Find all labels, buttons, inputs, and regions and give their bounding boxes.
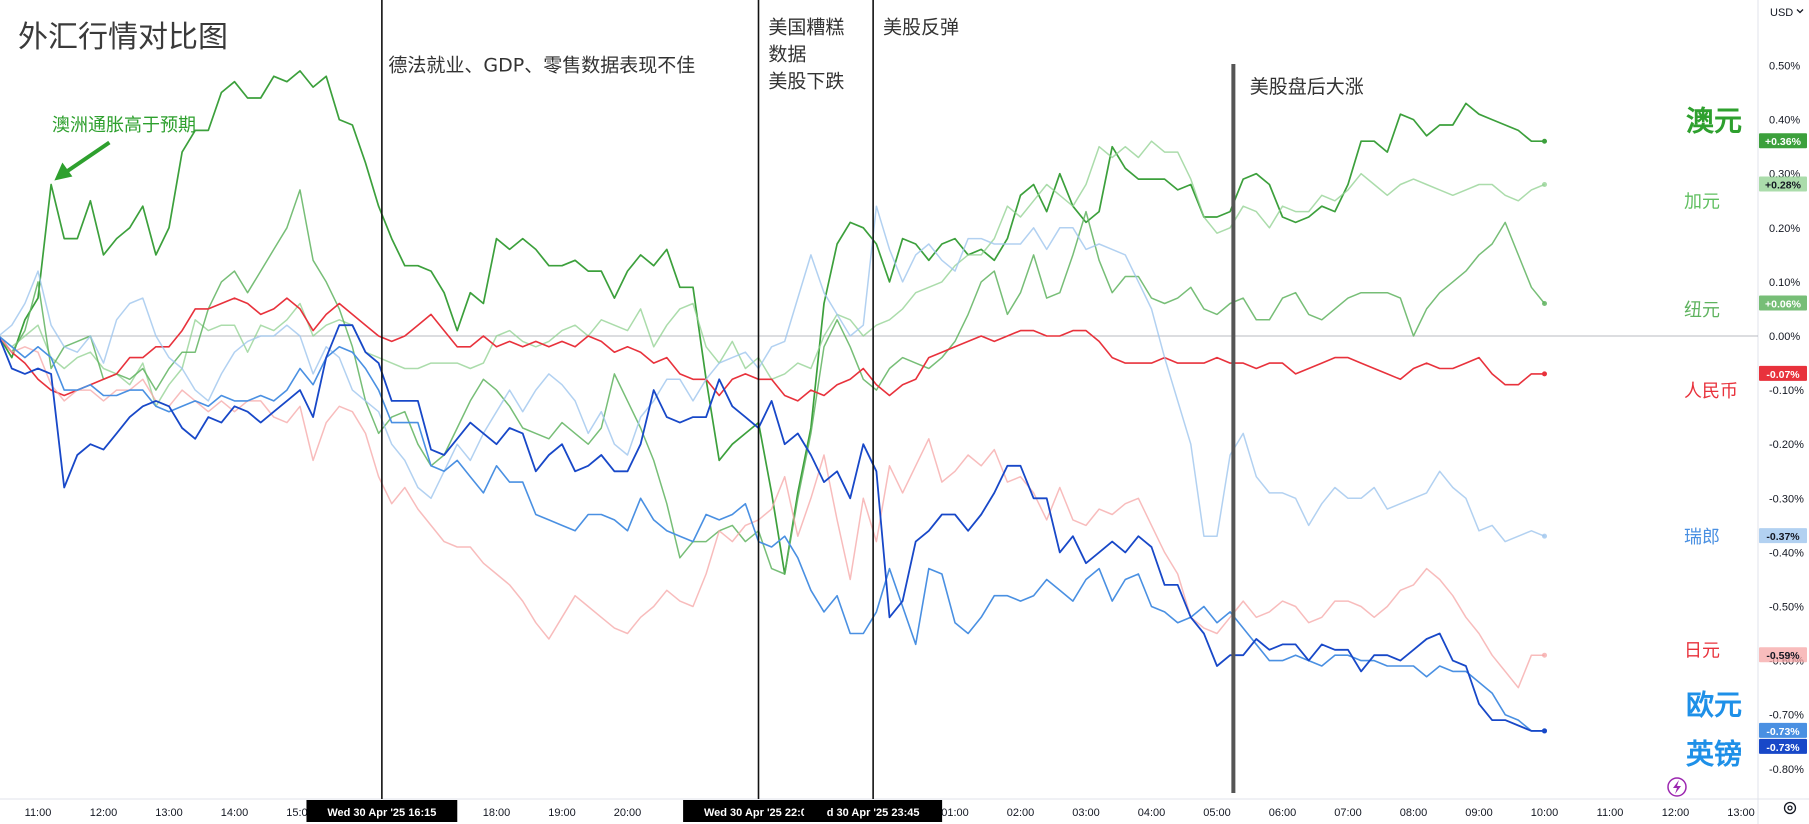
series-line <box>0 324 1545 732</box>
series-name-label: 欧元 <box>1686 689 1742 722</box>
time-marker-badge <box>306 800 458 822</box>
value-badge <box>1759 528 1807 544</box>
x-tick-label: 02:00 <box>1007 807 1035 819</box>
callout-annotation: 澳洲通胀高于预期 <box>52 115 196 136</box>
y-tick-label: -0.20% <box>1769 439 1804 451</box>
y-tick-label: -0.50% <box>1769 602 1804 614</box>
x-tick-label: 07:00 <box>1334 807 1362 819</box>
value-badge <box>1759 722 1807 738</box>
x-tick-label: 11:00 <box>1597 807 1624 819</box>
event-annotation: 数据 <box>768 44 806 66</box>
value-badge-label: -0.73% <box>1766 726 1800 738</box>
time-marker-badge <box>804 800 943 822</box>
event-annotation: 美股下跌 <box>768 71 844 93</box>
series-name-label: 人民币 <box>1684 381 1738 402</box>
y-tick-label: 0.40% <box>1769 115 1800 127</box>
x-tick-label: 03:00 <box>1072 807 1100 819</box>
series-name-label: 日元 <box>1684 641 1720 662</box>
y-tick-label: 0.10% <box>1769 277 1800 289</box>
series-name-label: 英镑 <box>1686 737 1742 770</box>
x-tick-label: 01:00 <box>941 807 969 819</box>
series-line <box>0 336 1545 689</box>
value-badge-label: -0.73% <box>1766 742 1800 754</box>
lightning-icon-glyph <box>1673 780 1681 794</box>
time-marker-badge <box>683 800 834 822</box>
series-end-dot <box>1542 652 1547 658</box>
gear-icon[interactable] <box>1782 800 1798 816</box>
y-tick-label: 0.00% <box>1769 331 1800 343</box>
value-badge-label: -0.59% <box>1766 650 1800 662</box>
currency-label: USD <box>1770 6 1794 19</box>
x-tick-label: 04:00 <box>1138 807 1166 819</box>
value-badge-label: -0.07% <box>1766 369 1800 381</box>
time-marker-label: d 30 Apr '25 23:45 <box>827 807 920 819</box>
callout-arrowhead <box>54 162 73 181</box>
value-badge-label: +0.06% <box>1765 299 1802 311</box>
series-end-dot <box>1542 371 1547 377</box>
x-tick-label: 06:00 <box>1269 807 1297 819</box>
series-name-label: 加元 <box>1684 192 1720 213</box>
event-annotation: 德法就业、GDP、零售数据表现不佳 <box>388 55 695 77</box>
x-tick-label: 09:00 <box>1465 807 1493 819</box>
x-tick-label: 20:00 <box>614 807 642 819</box>
y-tick-label: -0.10% <box>1769 385 1804 397</box>
event-annotation: 美国糟糕 <box>768 17 844 39</box>
series-end-dot <box>1542 728 1547 734</box>
chart-title: 外汇行情对比图 <box>18 20 228 55</box>
x-tick-label: 13:00 <box>155 807 183 819</box>
x-tick-label: 14:00 <box>221 807 249 819</box>
x-tick-label: 13:00 <box>1727 807 1755 819</box>
x-tick-label: 10:00 <box>1531 807 1559 819</box>
event-annotation: 美股盘后大涨 <box>1250 76 1364 98</box>
series-line <box>0 336 1545 732</box>
x-tick-label: 11:00 <box>25 807 52 819</box>
series-name-label: 纽元 <box>1684 300 1720 321</box>
x-tick-label: 12:00 <box>1662 807 1690 819</box>
series-line <box>0 70 1545 575</box>
value-badge <box>1759 365 1807 381</box>
series-end-dot <box>1542 301 1547 307</box>
value-badge-label: +0.28% <box>1765 180 1802 192</box>
x-tick-label: 08:00 <box>1400 807 1428 819</box>
x-tick-label: 19:00 <box>548 807 576 819</box>
value-badge <box>1759 647 1807 663</box>
series-end-dot <box>1542 138 1547 144</box>
series-end-dot <box>1542 533 1547 539</box>
y-tick-label: -0.70% <box>1769 710 1804 722</box>
y-tick-label: -0.80% <box>1769 764 1804 776</box>
y-tick-label: 0.50% <box>1769 61 1800 73</box>
chevron-down-icon <box>1795 6 1805 19</box>
event-annotation: 美股反弹 <box>883 17 959 39</box>
x-tick-label: 12:00 <box>90 807 118 819</box>
value-badge-label: -0.37% <box>1766 531 1800 543</box>
x-tick-label: 18:00 <box>483 807 511 819</box>
series-line <box>0 205 1545 543</box>
y-tick-label: -0.30% <box>1769 493 1804 505</box>
currency-selector[interactable]: USD <box>1770 6 1805 19</box>
lightning-icon[interactable] <box>1667 777 1687 797</box>
value-badge <box>1759 738 1807 754</box>
series-name-label: 澳元 <box>1686 104 1742 137</box>
series-end-dot <box>1542 182 1547 188</box>
series-name-label: 瑞郎 <box>1684 527 1720 548</box>
series-line <box>0 189 1546 575</box>
value-badge <box>1759 133 1807 149</box>
value-badge-label: +0.36% <box>1765 136 1802 148</box>
callout-arrow <box>61 140 111 177</box>
time-marker-label: Wed 30 Apr '25 16:15 <box>327 807 436 819</box>
value-badge <box>1759 295 1807 311</box>
value-badge <box>1759 176 1807 192</box>
y-tick-label: 0.20% <box>1769 223 1800 235</box>
time-marker-label: Wed 30 Apr '25 22:00 <box>704 807 813 819</box>
series-line <box>0 297 1545 402</box>
x-tick-label: 05:00 <box>1203 807 1231 819</box>
y-tick-label: -0.40% <box>1769 547 1804 559</box>
